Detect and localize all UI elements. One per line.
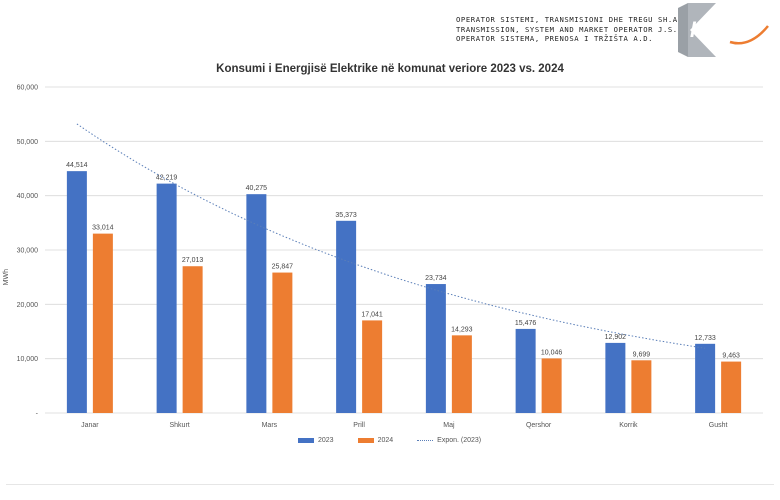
data-label-2024-mars: 25,847 — [272, 264, 294, 271]
y-axis-label: MWh — [3, 269, 10, 285]
bar-2023-qershor — [515, 328, 536, 413]
data-label-2024-gusht: 9,463 — [722, 353, 740, 360]
bar-2024-janar — [92, 233, 113, 413]
bar-2023-shkurt — [156, 183, 177, 413]
x-tick-label: Prill — [353, 422, 365, 429]
legend-item-trend: Expon. (2023) — [417, 437, 481, 444]
data-label-2024-maj: 14,293 — [451, 326, 473, 333]
trendline — [76, 123, 706, 349]
bar-2023-janar — [66, 171, 87, 413]
bar-2024-shkurt — [182, 266, 203, 413]
data-label-2023-mars: 40,275 — [246, 185, 268, 192]
x-axis: Janar Shkurt Mars Prill Maj Qershor Korrik Gush… — [81, 422, 727, 429]
bar-2023-mars — [246, 194, 267, 413]
bar-2024-korrik — [631, 360, 652, 413]
bar-2023-prill — [336, 220, 357, 413]
x-tick-label: Janar — [81, 422, 99, 429]
y-tick-label: - — [36, 411, 39, 418]
data-label-2023-qershor: 15,476 — [515, 320, 537, 327]
x-tick-label: Mars — [262, 422, 278, 429]
company-name-serbian: OPERATOR SISTEMA, PRENOSA I TRŽIŠTA A.D. — [456, 34, 654, 43]
data-label-2023-shkurt: 42,219 — [156, 175, 178, 182]
legend-label-2023: 2023 — [318, 437, 334, 444]
bar-2023-maj — [425, 284, 446, 413]
data-label-2023-prill: 35,373 — [335, 212, 357, 219]
bar-2023-gusht — [695, 343, 716, 413]
y-axis: - 10,000 20,000 30,000 40,000 50,000 60,000 — [17, 85, 39, 418]
trendline-path — [76, 123, 706, 349]
x-tick-label: Qershor — [526, 422, 552, 429]
company-header: OPERATOR SISTEMI, TRANSMISIONI DHE TREGU… — [456, 15, 688, 44]
y-tick-label: 30,000 — [17, 248, 39, 255]
bar-2024-gusht — [721, 361, 742, 413]
y-tick-label: 20,000 — [17, 302, 39, 309]
data-label-2023-janar: 44,514 — [66, 162, 88, 169]
gridlines — [45, 86, 763, 414]
data-label-2024-janar: 33,014 — [92, 225, 114, 232]
legend-label-trend: Expon. (2023) — [437, 437, 482, 444]
legend-swatch-2023 — [298, 438, 314, 443]
bar-2024-qershor — [541, 358, 562, 413]
data-label-2024-qershor: 10,046 — [541, 349, 563, 356]
logo-text: kostt — [690, 19, 741, 42]
data-label-2023-maj: 23,734 — [425, 275, 447, 282]
legend-swatch-trend — [417, 440, 434, 441]
bars: 44,514 33,014 42,219 27,013 40,275 25,847 35,3… — [66, 162, 742, 413]
legend-swatch-2024 — [357, 438, 374, 443]
bar-2024-maj — [451, 335, 472, 413]
legend-label-2024: 2024 — [377, 437, 394, 444]
x-tick-label: Shkurt — [170, 422, 190, 429]
kostt-logo: kostt — [678, 3, 769, 57]
data-label-2023-korrik: 12,902 — [605, 334, 627, 341]
bar-2024-prill — [362, 320, 383, 413]
data-label-2023-gusht: 12,733 — [694, 335, 716, 342]
y-tick-label: 60,000 — [17, 85, 39, 92]
bar-2024-mars — [272, 272, 293, 413]
y-tick-label: 50,000 — [17, 139, 39, 146]
legend-item-2023: 2023 — [298, 437, 334, 444]
y-tick-label: 10,000 — [17, 356, 39, 363]
legend-item-2024: 2024 — [357, 437, 394, 444]
y-tick-label: 40,000 — [17, 193, 39, 200]
data-label-2024-korrik: 9,699 — [633, 351, 651, 358]
company-name-albanian: OPERATOR SISTEMI, TRANSMISIONI DHE TREGU… — [456, 15, 683, 24]
data-label-2024-prill: 17,041 — [361, 311, 383, 318]
company-name-english: TRANSMISSION, SYSTEM AND MARKET OPERATOR… — [456, 24, 688, 34]
chart-title: Konsumi i Energjisë Elektrike në komunat… — [216, 63, 564, 75]
legend: 2023 2024 Expon. (2023) — [298, 437, 505, 444]
bar-2023-korrik — [605, 342, 626, 413]
x-tick-label: Korrik — [619, 422, 638, 429]
x-tick-label: Gusht — [709, 422, 728, 429]
data-label-2024-shkurt: 27,013 — [182, 257, 204, 264]
x-tick-label: Maj — [443, 422, 455, 429]
